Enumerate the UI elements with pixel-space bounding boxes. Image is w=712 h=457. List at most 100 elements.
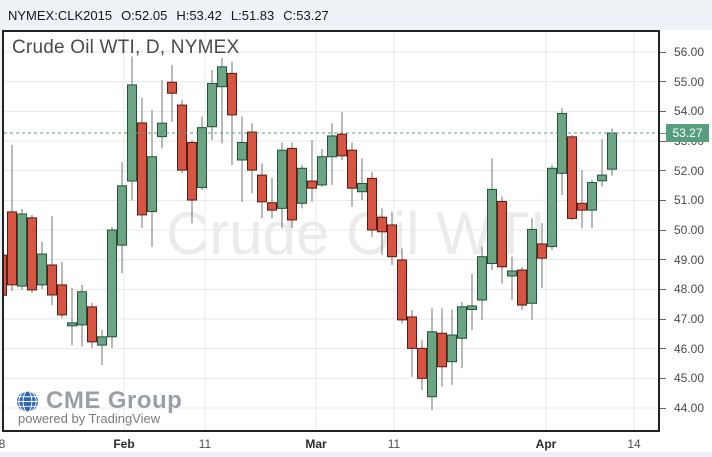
candle-body: [267, 202, 277, 211]
price-tick-mark: [660, 81, 666, 83]
candle-body: [297, 167, 307, 204]
time-tick-label: 14: [627, 437, 641, 451]
candle-body: [347, 149, 357, 189]
candle: [567, 135, 577, 220]
candle-body: [557, 112, 567, 174]
candle: [257, 163, 267, 219]
price-tick-label: 55.00: [674, 74, 705, 89]
candle: [477, 246, 487, 320]
candle: [607, 128, 617, 176]
candle: [527, 218, 537, 320]
candle-body: [47, 264, 57, 296]
candle: [347, 142, 357, 207]
price-tick-mark: [660, 288, 666, 290]
candle-body: [17, 213, 27, 287]
candle-body: [447, 334, 457, 363]
price-tick-mark: [660, 348, 666, 350]
price-tick-label: 48.00: [674, 282, 705, 297]
candle: [267, 177, 277, 219]
price-tick-label: 50.00: [674, 223, 705, 237]
candle: [497, 196, 507, 284]
price-tick-label: 54.00: [674, 104, 705, 119]
price-tick-label: 47.00: [674, 312, 705, 326]
candle: [37, 241, 47, 290]
candle: [507, 256, 517, 301]
price-tick-mark: [660, 199, 666, 201]
candle-body: [457, 306, 467, 339]
cme-group-logo[interactable]: CME Group: [16, 387, 182, 415]
candle-body: [377, 216, 387, 233]
candle: [557, 108, 567, 195]
candle-body: [427, 331, 437, 398]
candle: [387, 211, 397, 266]
candle-body: [577, 202, 587, 211]
time-tick-label: Feb: [113, 437, 135, 451]
candle-body: [537, 243, 547, 259]
candle: [27, 214, 37, 293]
chart-plot-area[interactable]: Crude Oil WTI: [2, 30, 660, 432]
candle: [7, 144, 17, 292]
candle: [167, 65, 177, 122]
candle: [77, 284, 87, 347]
candle-body: [197, 127, 207, 189]
globe-icon: [16, 389, 39, 413]
cme-word: CME: [46, 387, 101, 414]
symbol-text: NYMEX:CLK2015: [8, 7, 113, 23]
candle-body: [547, 167, 557, 248]
price-axis[interactable]: 56.0055.0054.0053.0052.0051.0050.0049.00…: [660, 30, 712, 432]
candle: [297, 165, 307, 209]
candle: [317, 149, 327, 187]
last-price-leader: [660, 132, 666, 134]
ohlc-status-bar: NYMEX:CLK2015 O:52.05 H:53.42 L:51.83 C:…: [0, 0, 712, 30]
last-price-label: 53.27: [666, 123, 709, 142]
time-tick-label: Mar: [305, 437, 327, 451]
candle-body: [37, 253, 47, 286]
low-value: L:51.83: [230, 7, 275, 23]
powered-by-tradingview-link[interactable]: powered by TradingView: [18, 411, 161, 426]
candle: [367, 171, 377, 237]
candle-body: [177, 104, 187, 171]
candle-body: [7, 211, 17, 286]
candle-body: [467, 305, 477, 311]
candle: [377, 208, 387, 255]
candle: [217, 57, 227, 144]
candle-body: [527, 228, 537, 304]
candle: [127, 56, 137, 201]
candle: [457, 301, 467, 369]
chart-title: Crude Oil WTI, D, NYMEX: [12, 37, 240, 58]
time-axis[interactable]: 8 Feb 11 Mar 11 Apr 14: [0, 432, 712, 452]
candle-body: [397, 259, 407, 321]
price-tick-label: 49.00: [674, 252, 705, 267]
candle-body: [587, 182, 597, 211]
candle: [227, 61, 237, 166]
candle-body: [327, 135, 337, 158]
price-tick-mark: [660, 407, 666, 409]
candle: [247, 123, 257, 194]
price-tick-mark: [660, 318, 666, 320]
candle-body: [187, 141, 197, 201]
candle: [437, 308, 447, 387]
candle: [277, 142, 287, 229]
candle: [4, 254, 7, 296]
candle-body: [257, 174, 267, 203]
candle: [327, 123, 337, 185]
candle: [577, 170, 587, 229]
price-tick-mark: [660, 51, 666, 53]
symbol-watermark: Crude Oil WTI: [166, 200, 546, 267]
candle: [517, 267, 527, 311]
candle-body: [97, 336, 107, 346]
candle: [587, 179, 597, 229]
time-tick-label: 11: [387, 437, 401, 451]
open-value: O:52.05: [121, 7, 168, 23]
candle-body: [607, 132, 617, 170]
candle-body: [4, 254, 7, 296]
price-tick-label: 51.00: [674, 193, 705, 208]
candle-body: [67, 322, 77, 327]
price-tick-mark: [660, 377, 666, 379]
candle-body: [157, 122, 167, 138]
candle: [597, 139, 607, 187]
candle: [47, 216, 57, 306]
candle: [137, 97, 147, 228]
price-tick-mark: [660, 259, 666, 261]
candle-body: [387, 224, 397, 258]
